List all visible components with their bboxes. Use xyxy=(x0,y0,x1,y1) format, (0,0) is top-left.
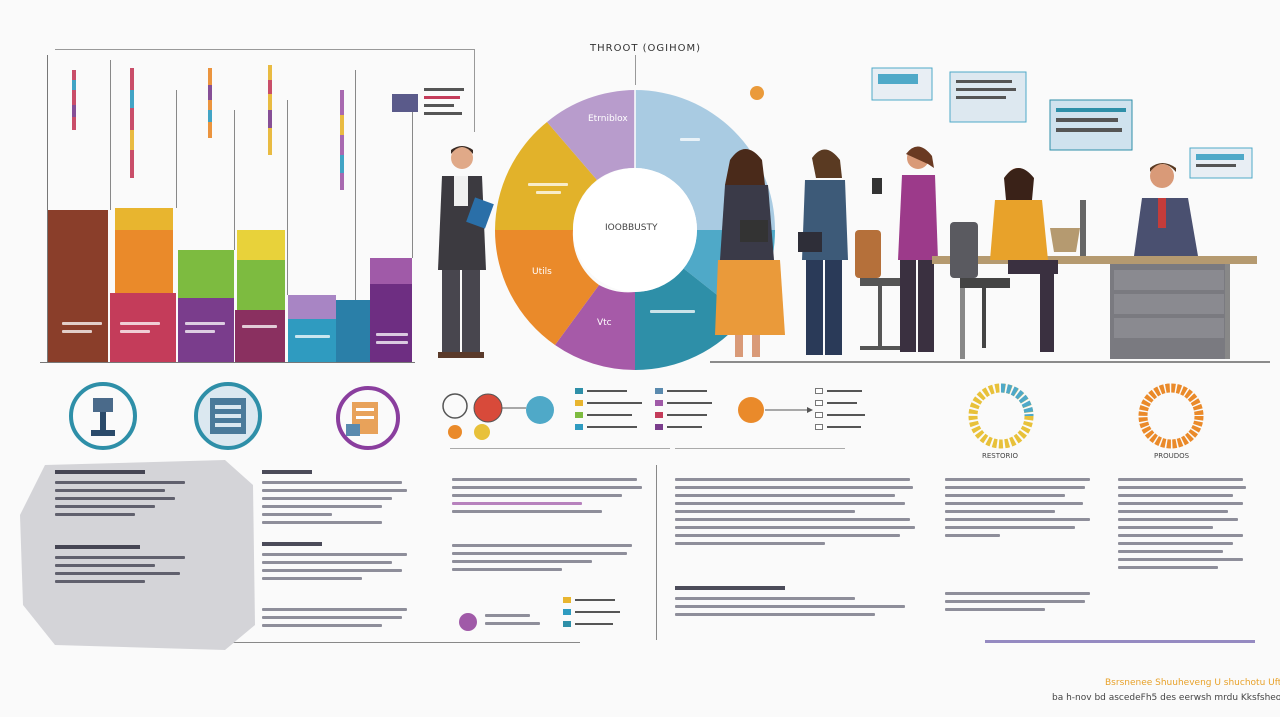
divider-vertical xyxy=(656,465,657,640)
bar-label xyxy=(242,325,277,333)
title-rule xyxy=(55,49,475,50)
title-rule-right2 xyxy=(635,55,636,85)
donut-label-bottom: Vtc xyxy=(597,318,612,328)
robot-arm-icon xyxy=(69,382,137,450)
annotation-line xyxy=(412,110,413,258)
bar-label xyxy=(185,322,225,338)
bar-label xyxy=(62,322,102,338)
donut-segment xyxy=(547,90,635,180)
text-block-i xyxy=(675,478,915,550)
bar-2-bottom xyxy=(110,293,176,362)
bar-label xyxy=(295,335,330,343)
text-block-f xyxy=(452,478,642,518)
ring-gauge-left-label: RESTORIO xyxy=(982,452,1018,460)
bar-5-bottom xyxy=(288,319,336,362)
bar-5-top xyxy=(288,295,336,319)
bar-label xyxy=(120,322,160,338)
legend-block-2 xyxy=(655,388,725,436)
page-title: THROOT (OGIHOM) xyxy=(590,43,701,54)
donut-segment xyxy=(495,122,597,230)
text-block-m xyxy=(1118,478,1248,574)
donut-center-label: IOOBBUSTY xyxy=(605,223,658,233)
office-people-illustration xyxy=(438,67,1270,363)
ring-gauge-right xyxy=(1138,383,1204,449)
person-man-desk xyxy=(1134,163,1198,256)
donut-label-left: Utils xyxy=(532,267,552,277)
bar-7-bottom xyxy=(370,284,412,362)
legend-block-3 xyxy=(815,388,875,436)
donut-label-top: Etrniblox xyxy=(588,114,628,124)
footer-line-1: Bsrsnenee Shuuheveng U shuchotu Ufte xyxy=(1105,678,1280,688)
text-block-j xyxy=(675,586,915,621)
bar-3-top xyxy=(178,250,234,298)
server-icon xyxy=(194,382,262,450)
legend-block-1 xyxy=(575,388,645,436)
divider xyxy=(675,448,845,449)
donut-segment xyxy=(494,230,599,345)
annotation-line xyxy=(355,70,356,300)
colored-caption-line xyxy=(985,640,1255,643)
annotation-line xyxy=(176,90,177,208)
person-woman-1 xyxy=(715,149,785,357)
person-woman-3 xyxy=(872,146,938,352)
annotation-line xyxy=(234,110,235,250)
annotation-card-icon xyxy=(392,88,464,115)
bar-6 xyxy=(336,300,370,362)
bar-label xyxy=(376,333,408,349)
network-diagram-icon xyxy=(442,393,554,440)
donut-sub-label xyxy=(528,183,568,199)
person-woman-laptop xyxy=(990,168,1086,352)
donut-sub-label xyxy=(650,310,695,318)
purple-dot xyxy=(459,613,477,631)
text-block-a xyxy=(55,470,195,521)
bar-4-mid xyxy=(237,260,285,310)
axis-line xyxy=(47,55,48,362)
text-block-d xyxy=(262,542,412,585)
person-man-tablet xyxy=(438,146,494,358)
person-woman-2 xyxy=(798,149,848,355)
arrow-connector xyxy=(738,397,813,423)
documents-icon xyxy=(336,386,400,450)
donut-sub-label xyxy=(680,138,700,146)
donut-segment xyxy=(555,285,635,371)
bar-7-top xyxy=(370,258,412,284)
bar-1 xyxy=(48,210,108,362)
ring-gauge-right-label: PROUDOS xyxy=(1154,452,1190,460)
annotation-line xyxy=(110,60,111,210)
baseline xyxy=(40,362,415,363)
color-ticks-decoration xyxy=(72,65,344,190)
text-block-l xyxy=(945,592,1095,616)
office-desk xyxy=(932,256,1257,359)
footer-line-2: ba h-nov bd ascedeFh5 des eerwsh mrdu Kk… xyxy=(1052,693,1280,703)
text-block-h xyxy=(485,614,545,630)
text-block-k xyxy=(945,478,1095,542)
bar-4-bottom xyxy=(235,310,285,362)
ring-gauge-left xyxy=(968,383,1034,449)
text-block-g xyxy=(452,544,642,576)
divider xyxy=(450,448,670,449)
divider xyxy=(150,642,580,643)
title-rule-right xyxy=(474,50,475,132)
text-block-c xyxy=(262,470,412,529)
floating-cards xyxy=(750,67,1253,179)
bar-4-top xyxy=(237,230,285,260)
bar-2-mid xyxy=(115,230,173,293)
text-block-b xyxy=(55,545,195,588)
annotation-line xyxy=(287,100,288,295)
text-block-e xyxy=(262,608,412,632)
legend-block-4 xyxy=(563,597,623,633)
donut-segment xyxy=(635,268,745,371)
bar-2-top xyxy=(115,208,173,230)
office-chair xyxy=(855,230,900,350)
office-chair-2 xyxy=(950,222,1010,348)
